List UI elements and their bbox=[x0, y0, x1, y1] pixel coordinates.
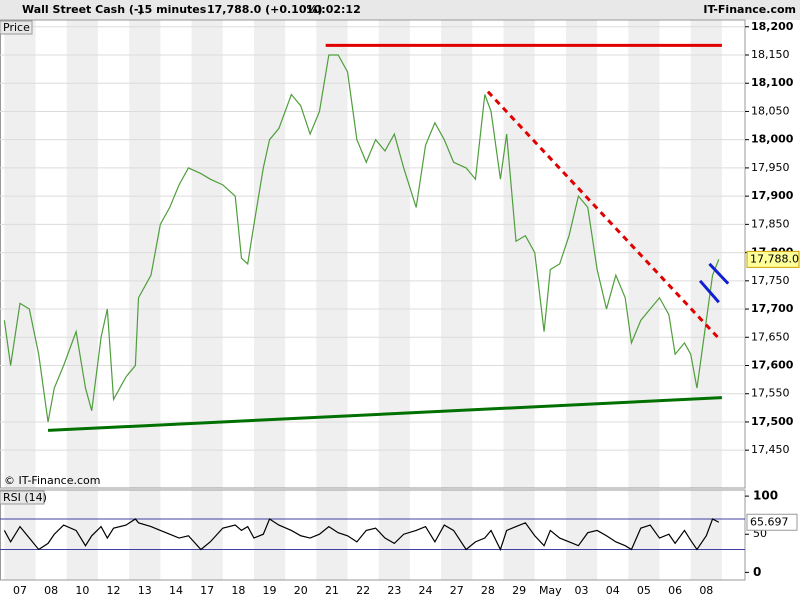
y-tick-label: 17,950 bbox=[751, 161, 790, 174]
trendline bbox=[698, 279, 720, 304]
x-tick-label: 19 bbox=[263, 584, 277, 597]
x-tick-label: 13 bbox=[138, 584, 152, 597]
y-tick-label: 100 bbox=[753, 489, 778, 503]
instrument: Wall Street Cash (-) bbox=[22, 3, 143, 16]
day-band bbox=[378, 490, 410, 580]
panel-label: Price bbox=[3, 21, 30, 34]
x-tick-label: 05 bbox=[637, 584, 651, 597]
x-tick-label: 12 bbox=[107, 584, 121, 597]
x-tick-label: May bbox=[539, 584, 562, 597]
panel-frame bbox=[0, 19, 746, 489]
day-band bbox=[129, 20, 161, 488]
y-tick-label: 18,200 bbox=[751, 20, 794, 33]
y-tick-label: 17,700 bbox=[751, 302, 794, 315]
brand: IT-Finance.com bbox=[703, 3, 796, 16]
x-tick-label: 17 bbox=[200, 584, 214, 597]
x-tick-label: 18 bbox=[231, 584, 245, 597]
day-band bbox=[503, 490, 535, 580]
last-rsi-label: 65.697 bbox=[750, 515, 789, 528]
y-tick-label: 17,900 bbox=[751, 189, 794, 202]
day-band bbox=[441, 20, 473, 488]
day-band bbox=[129, 490, 161, 580]
y-tick-label: 17,600 bbox=[751, 358, 794, 371]
day-band bbox=[253, 490, 286, 580]
last-price-tag bbox=[746, 250, 800, 268]
quote: 17,788.0 (+0.10%) bbox=[207, 3, 323, 16]
header-bar bbox=[0, 0, 800, 20]
x-tick-label: 07 bbox=[13, 584, 27, 597]
last-rsi-tag bbox=[746, 513, 798, 531]
x-tick-label: 14 bbox=[169, 584, 183, 597]
day-band bbox=[628, 20, 660, 488]
rsi-line bbox=[3, 518, 720, 552]
day-band bbox=[378, 20, 410, 488]
day-band bbox=[4, 20, 36, 488]
y-tick-label: 18,100 bbox=[751, 76, 794, 89]
panel-label: RSI (14) bbox=[3, 491, 47, 504]
panel-frame bbox=[0, 489, 746, 581]
y-tick-label: 17,450 bbox=[751, 443, 790, 456]
panel-label-box bbox=[0, 490, 45, 505]
x-tick-label: 06 bbox=[668, 584, 682, 597]
day-band bbox=[191, 490, 223, 580]
y-tick-label: 17,750 bbox=[751, 274, 790, 287]
y-tick-label: 17,650 bbox=[751, 330, 790, 343]
plots: 07 08 10 12 13 14 17 18 19 20 21 22 23 24 27 28 29 May 03 0… bbox=[0, 19, 800, 597]
y-tick-label: 17,850 bbox=[751, 217, 790, 230]
price-line bbox=[3, 54, 720, 423]
day-band bbox=[565, 20, 598, 488]
y-tick-label: 18,150 bbox=[751, 48, 790, 61]
y-tick-label: 17,550 bbox=[751, 387, 790, 400]
trendline bbox=[486, 90, 720, 340]
day-band bbox=[191, 20, 223, 488]
panel-label-box bbox=[0, 20, 33, 35]
x-tick-label: 04 bbox=[606, 584, 620, 597]
x-tick-label: 08 bbox=[699, 584, 713, 597]
interval: 15 minutes bbox=[137, 3, 207, 16]
x-tick-label: 21 bbox=[325, 584, 339, 597]
y-tick-label: 0 bbox=[753, 565, 761, 579]
x-tick-label: 23 bbox=[387, 584, 401, 597]
x-tick-label: 10 bbox=[75, 584, 89, 597]
y-tick-label: 18,050 bbox=[751, 104, 790, 117]
y-tick-label: 18,000 bbox=[751, 133, 794, 146]
x-tick-label: 20 bbox=[294, 584, 308, 597]
day-band bbox=[503, 20, 535, 488]
y-tick-label: 17,500 bbox=[751, 415, 794, 428]
trendline bbox=[708, 262, 730, 285]
day-band bbox=[316, 490, 348, 580]
time: 10:02:12 bbox=[306, 3, 361, 16]
last-price-label: 17,788.0 bbox=[750, 252, 799, 265]
x-tick-label: 24 bbox=[419, 584, 433, 597]
x-tick-label: 27 bbox=[450, 584, 464, 597]
day-band bbox=[628, 490, 660, 580]
day-band bbox=[565, 490, 598, 580]
day-band bbox=[690, 20, 722, 488]
watermark: © IT-Finance.com bbox=[4, 474, 101, 487]
x-tick-label: 29 bbox=[512, 584, 526, 597]
day-band bbox=[4, 490, 36, 580]
x-tick-label: 28 bbox=[481, 584, 495, 597]
day-band bbox=[66, 20, 98, 488]
x-tick-label: 03 bbox=[575, 584, 589, 597]
x-tick-label: 08 bbox=[44, 584, 58, 597]
x-tick-label: 22 bbox=[356, 584, 370, 597]
day-band bbox=[253, 20, 286, 488]
trendline bbox=[47, 396, 722, 432]
